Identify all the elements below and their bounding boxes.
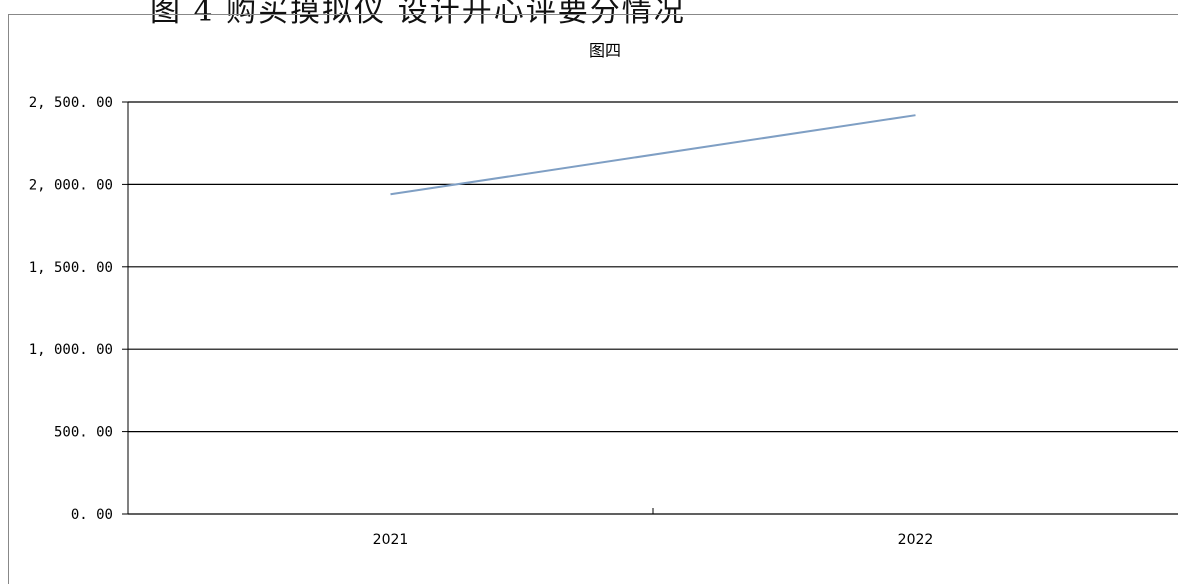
series-line: [390, 114, 916, 196]
y-tick-label: 0. 00: [71, 507, 113, 523]
y-tick-labels: 0. 00 500. 00 1, 000. 00 1, 500. 00 2, 000. …: [29, 95, 113, 523]
gridlines: [128, 101, 1178, 433]
y-tick-label: 2, 000. 00: [29, 177, 113, 193]
x-tick-label: 2022: [898, 532, 934, 548]
y-tick-label: 500. 00: [54, 425, 113, 441]
chart-title: 图四: [589, 41, 621, 60]
y-tick-label: 2, 500. 00: [29, 95, 113, 111]
x-tick-label: 2021: [373, 532, 409, 548]
x-tick-labels: 2021 2022: [373, 532, 934, 548]
y-tick-label: 1, 500. 00: [29, 260, 113, 276]
series-lines: [390, 114, 916, 196]
chart-frame: [8, 14, 1178, 584]
axes: [122, 101, 1178, 515]
y-tick-label: 1, 000. 00: [29, 342, 113, 358]
